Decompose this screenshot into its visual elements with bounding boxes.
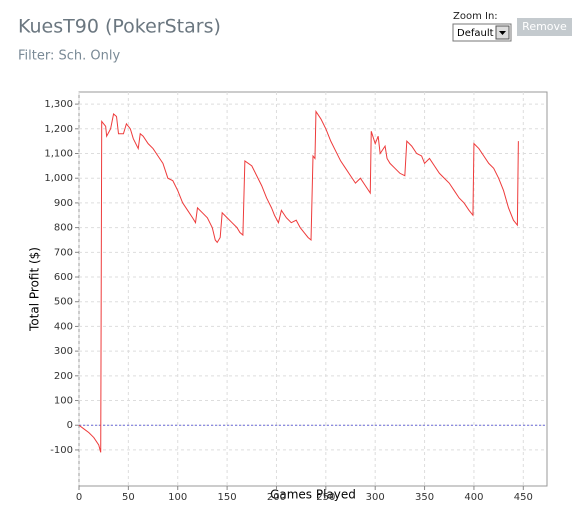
- x-tick-label: 50: [122, 492, 135, 503]
- x-tick-label: 150: [218, 492, 237, 503]
- x-tick-label: 250: [316, 492, 335, 503]
- y-tick-label: 1,000: [44, 173, 73, 184]
- x-tick-label: 450: [514, 492, 533, 503]
- arrow-icon: [499, 31, 506, 35]
- x-tick-label: 300: [366, 492, 385, 503]
- y-tick-label: 300: [54, 346, 73, 357]
- y-tick-label: 200: [54, 371, 73, 382]
- chart-title: KuesT90 (PokerStars): [18, 16, 221, 38]
- y-tick-label: 0: [67, 420, 73, 431]
- y-tick-label: 700: [54, 247, 73, 258]
- y-tick-label: 800: [54, 223, 73, 234]
- x-tick-label: 200: [267, 492, 286, 503]
- x-tick-label: 350: [415, 492, 434, 503]
- y-tick-label: -100: [50, 445, 73, 456]
- x-tick-label: 100: [168, 492, 187, 503]
- y-tick-label: 900: [54, 198, 73, 209]
- button-label[interactable]: Remove: [522, 20, 567, 33]
- y-tick-label: 1,200: [44, 124, 73, 135]
- y-tick-label: 500: [54, 297, 73, 308]
- remove-button[interactable]: [517, 18, 572, 36]
- x-axis-label: Games Played: [270, 488, 356, 502]
- y-tick-label: 1,100: [44, 149, 73, 160]
- y-tick-label: 1,300: [44, 99, 73, 110]
- x-tick-label: 0: [76, 492, 82, 503]
- y-tick-label: 600: [54, 272, 73, 283]
- plot-area: [78, 91, 548, 487]
- y-tick-label: 100: [54, 396, 73, 407]
- zoom-label: Zoom In:: [453, 11, 498, 22]
- zoom-option[interactable]: Default: [457, 28, 494, 39]
- y-tick-label: 400: [54, 321, 73, 332]
- x-tick-label: 400: [464, 492, 483, 503]
- subtitle: Filter: Sch. Only: [18, 49, 120, 64]
- line-series: [78, 109, 519, 453]
- y-axis-label: Total Profit ($): [28, 247, 42, 332]
